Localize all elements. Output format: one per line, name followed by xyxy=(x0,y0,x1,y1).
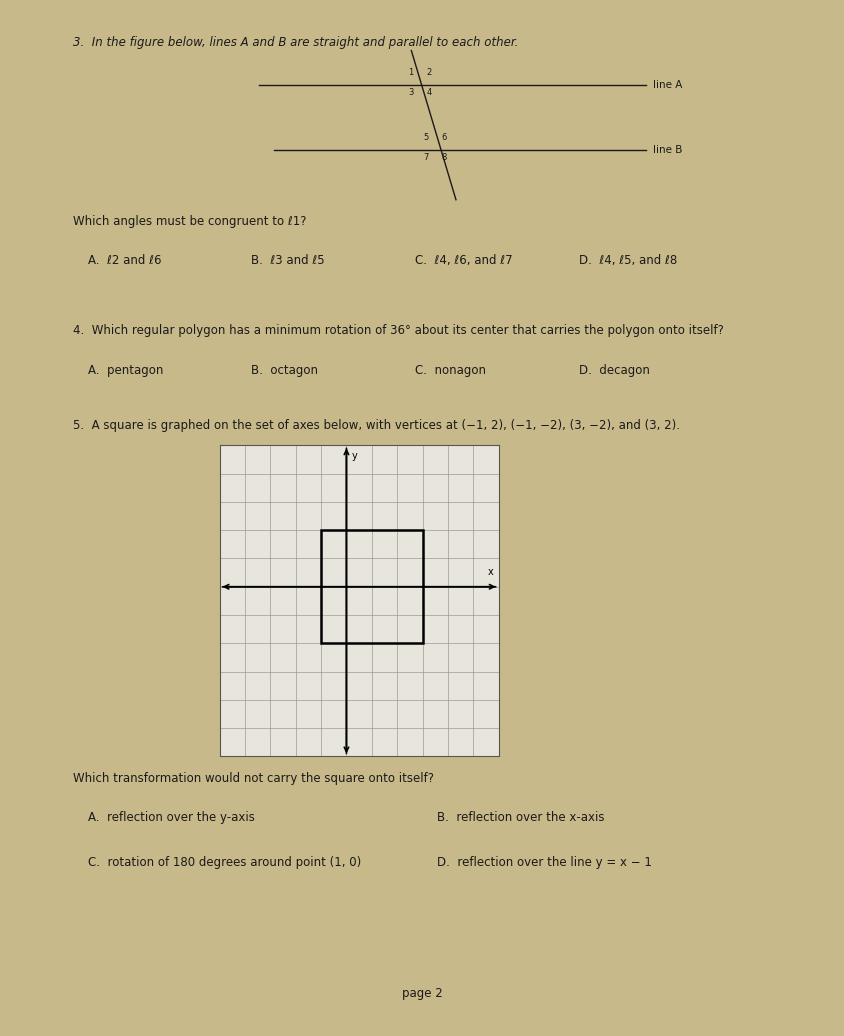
Text: 2: 2 xyxy=(425,68,431,78)
Text: 7: 7 xyxy=(423,153,428,162)
Text: line B: line B xyxy=(652,145,682,155)
Text: 8: 8 xyxy=(441,153,446,162)
Text: 5: 5 xyxy=(423,133,428,142)
Text: C.  rotation of 180 degrees around point (1, 0): C. rotation of 180 degrees around point … xyxy=(88,856,360,869)
Text: 1: 1 xyxy=(408,68,413,78)
Text: B.  reflection over the x-axis: B. reflection over the x-axis xyxy=(437,811,604,825)
Text: 3: 3 xyxy=(408,88,413,97)
Text: 6: 6 xyxy=(441,133,446,142)
Text: D.  decagon: D. decagon xyxy=(578,364,649,377)
Text: page 2: page 2 xyxy=(402,987,442,1001)
Text: x: x xyxy=(487,567,493,577)
Text: Which angles must be congruent to ℓ1?: Which angles must be congruent to ℓ1? xyxy=(73,214,306,228)
Text: D.  reflection over the line y = x − 1: D. reflection over the line y = x − 1 xyxy=(437,856,652,869)
Text: y: y xyxy=(351,451,357,461)
Text: A.  reflection over the y-axis: A. reflection over the y-axis xyxy=(88,811,254,825)
Text: A.  ℓ2 and ℓ6: A. ℓ2 and ℓ6 xyxy=(88,255,161,267)
Text: 4.  Which regular polygon has a minimum rotation of 36° about its center that ca: 4. Which regular polygon has a minimum r… xyxy=(73,324,723,337)
Text: C.  nonagon: C. nonagon xyxy=(414,364,485,377)
Text: 5.  A square is graphed on the set of axes below, with vertices at (−1, 2), (−1,: 5. A square is graphed on the set of axe… xyxy=(73,419,679,432)
Text: 4: 4 xyxy=(425,88,431,97)
Text: A.  pentagon: A. pentagon xyxy=(88,364,163,377)
Text: B.  ℓ3 and ℓ5: B. ℓ3 and ℓ5 xyxy=(252,255,325,267)
Text: 3.  In the figure below, lines A and B are straight and parallel to each other.: 3. In the figure below, lines A and B ar… xyxy=(73,35,517,49)
Text: B.  octagon: B. octagon xyxy=(252,364,318,377)
Text: Which transformation would not carry the square onto itself?: Which transformation would not carry the… xyxy=(73,772,434,784)
Text: line A: line A xyxy=(652,81,682,90)
Text: D.  ℓ4, ℓ5, and ℓ8: D. ℓ4, ℓ5, and ℓ8 xyxy=(578,255,676,267)
Text: C.  ℓ4, ℓ6, and ℓ7: C. ℓ4, ℓ6, and ℓ7 xyxy=(414,255,512,267)
